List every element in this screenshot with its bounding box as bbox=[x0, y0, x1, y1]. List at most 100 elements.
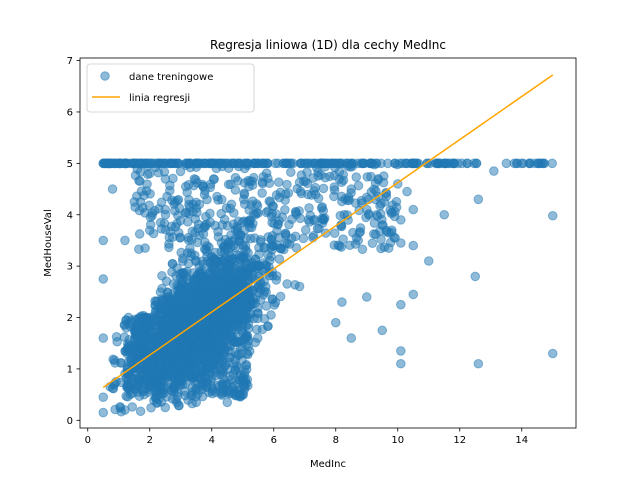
scatter-point bbox=[160, 204, 171, 215]
scatter-point bbox=[105, 381, 115, 392]
scatter-point bbox=[192, 237, 203, 248]
scatter-point bbox=[351, 172, 362, 182]
scatter-point bbox=[207, 280, 217, 291]
scatter-point bbox=[282, 179, 292, 190]
legend-scatter-marker bbox=[100, 71, 110, 81]
scatter-point bbox=[361, 204, 372, 215]
scatter-point bbox=[320, 172, 331, 183]
scatter-point bbox=[134, 205, 145, 216]
scatter-point bbox=[265, 255, 275, 266]
scatter-point bbox=[194, 302, 205, 313]
regression-series bbox=[102, 74, 554, 389]
scatter-point bbox=[337, 297, 347, 307]
y-tick-label: 3 bbox=[67, 262, 73, 273]
scatter-point bbox=[282, 279, 292, 289]
scatter-point bbox=[162, 287, 173, 298]
scatter-point bbox=[165, 296, 176, 306]
scatter-point bbox=[318, 183, 329, 194]
scatter-point bbox=[242, 302, 253, 313]
scatter-point bbox=[229, 359, 239, 369]
scatter-point bbox=[471, 158, 482, 169]
legend-label-line: linia regresji bbox=[129, 93, 190, 104]
scatter-point bbox=[252, 324, 262, 335]
scatter-point bbox=[470, 271, 481, 282]
legend-label-scatter: dane treningowe bbox=[129, 72, 213, 83]
scatter-point bbox=[509, 158, 520, 169]
x-tick-label: 8 bbox=[333, 435, 339, 446]
scatter-point bbox=[257, 188, 267, 198]
scatter-point bbox=[311, 163, 322, 173]
scatter-point bbox=[280, 229, 291, 239]
scatter-point bbox=[98, 274, 109, 284]
scatter-point bbox=[330, 162, 340, 173]
scatter-point bbox=[379, 197, 390, 207]
scatter-point bbox=[230, 321, 241, 331]
scatter-point bbox=[254, 260, 265, 271]
scatter-point bbox=[174, 400, 184, 411]
scatter-point bbox=[392, 159, 403, 170]
scatter-point bbox=[239, 178, 250, 188]
scatter-point bbox=[247, 285, 258, 296]
scatter-point bbox=[361, 212, 371, 223]
scatter-point bbox=[253, 308, 263, 319]
scatter-point bbox=[285, 167, 296, 178]
scatter-point bbox=[127, 345, 138, 356]
scatter-point bbox=[165, 180, 175, 191]
y-tick-label: 4 bbox=[67, 210, 73, 221]
scatter-point bbox=[135, 406, 146, 417]
scatter-point bbox=[191, 162, 202, 172]
scatter-point bbox=[338, 175, 349, 186]
scatter-point bbox=[143, 387, 154, 398]
scatter-point bbox=[209, 174, 219, 185]
scatter-point bbox=[153, 167, 164, 178]
scatter-point bbox=[252, 333, 263, 343]
scatter-point bbox=[157, 296, 168, 306]
scatter-point bbox=[371, 186, 381, 196]
scatter-point bbox=[383, 243, 394, 253]
scatter-point bbox=[142, 179, 152, 189]
scatter-point bbox=[111, 331, 122, 342]
scatter-point bbox=[207, 386, 217, 396]
scatter-point bbox=[547, 210, 558, 221]
scatter-point bbox=[261, 281, 271, 292]
scatter-point bbox=[400, 158, 411, 169]
scatter-point bbox=[377, 325, 388, 336]
y-tick-label: 0 bbox=[67, 416, 73, 427]
scatter-point bbox=[98, 235, 109, 246]
scatter-point bbox=[408, 204, 419, 215]
scatter-point bbox=[123, 356, 134, 367]
scatter-point bbox=[274, 254, 285, 264]
scatter-point bbox=[226, 199, 237, 210]
scatter-point bbox=[200, 185, 210, 196]
scatter-point bbox=[168, 279, 179, 289]
scatter-point bbox=[230, 185, 241, 195]
scatter-point bbox=[431, 158, 442, 169]
scatter-point bbox=[200, 364, 211, 375]
scatter-point bbox=[160, 402, 171, 413]
x-tick-label: 4 bbox=[209, 435, 215, 446]
scatter-point bbox=[188, 180, 199, 191]
scatter-point bbox=[166, 385, 176, 395]
scatter-point bbox=[145, 361, 156, 371]
y-tick-label: 1 bbox=[67, 365, 73, 376]
scatter-point bbox=[154, 358, 165, 368]
scatter-point bbox=[312, 223, 323, 234]
scatter-point bbox=[329, 185, 340, 195]
x-tick-label: 2 bbox=[147, 435, 153, 446]
scatter-point bbox=[367, 238, 378, 248]
scatter-point bbox=[237, 389, 248, 400]
scatter-point bbox=[191, 365, 201, 376]
scatter-point bbox=[318, 214, 328, 225]
scatter-point bbox=[178, 298, 189, 309]
scatter-point bbox=[264, 178, 275, 188]
scatter-point bbox=[157, 270, 167, 281]
scatter-point bbox=[353, 235, 364, 246]
scatter-point bbox=[227, 378, 238, 388]
scatter-point bbox=[346, 333, 357, 343]
scatter-point bbox=[228, 369, 239, 380]
scatter-point bbox=[257, 158, 267, 169]
scatter-point bbox=[162, 191, 172, 202]
scatter-point bbox=[244, 222, 255, 233]
scatter-point bbox=[446, 158, 456, 169]
scatter-point bbox=[357, 244, 368, 255]
